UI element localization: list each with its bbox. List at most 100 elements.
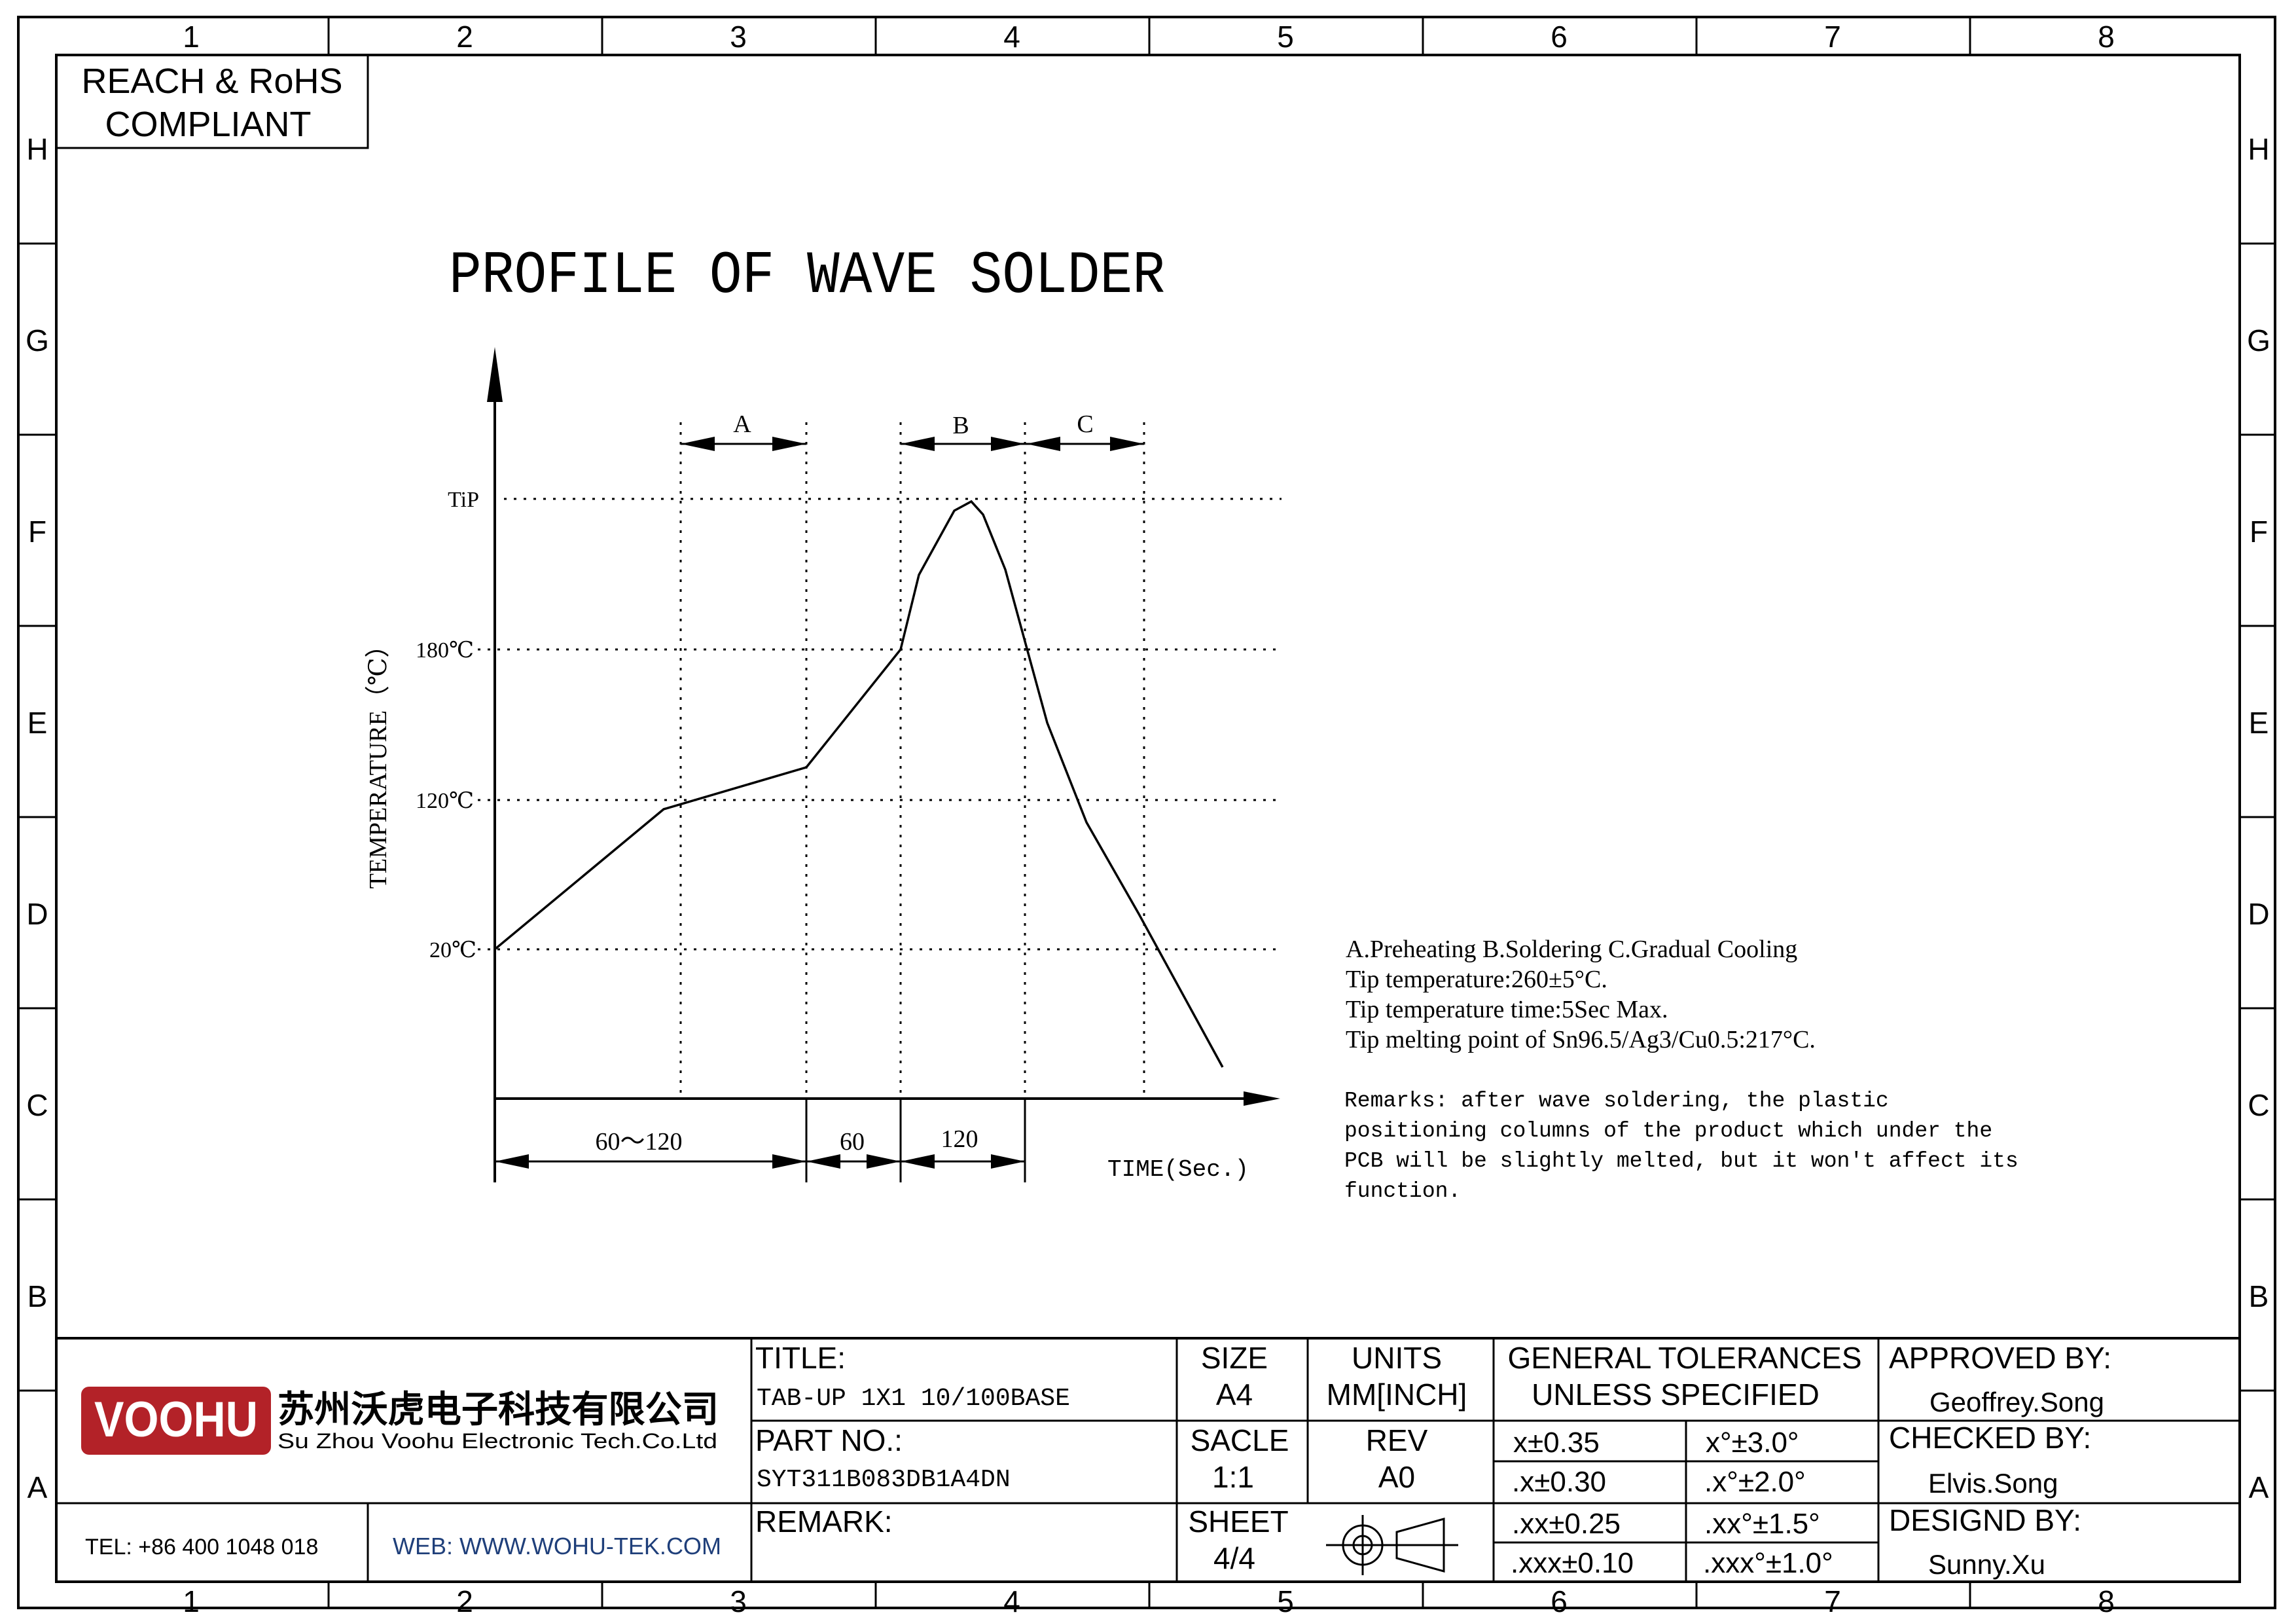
column-label: 1 <box>183 1584 200 1618</box>
approvals: APPROVED BY: Geoffrey.Song CHECKED BY: E… <box>1889 1341 2111 1580</box>
row-label: H <box>2248 132 2269 166</box>
zone-labels: A B C <box>733 410 1093 439</box>
time-span-label: 60～120 <box>595 1128 682 1156</box>
temperature-guide-lines <box>478 498 1282 951</box>
note-line: Tip temperature time:5Sec Max. <box>1346 996 1668 1023</box>
company-web[interactable]: WEB: WWW.WOHU-TEK.COM <box>393 1533 721 1559</box>
linear-tolerance: .xxx±0.10 <box>1511 1547 1634 1579</box>
part-number-label: PART NO.: <box>755 1423 903 1457</box>
time-span-dimensions <box>495 1099 1026 1182</box>
time-span-labels: 60～120 60 120 <box>595 1125 978 1156</box>
row-label: C <box>2248 1088 2269 1122</box>
top-column-labels: 1 2 3 4 5 6 7 8 <box>183 20 2115 54</box>
remarks: Remarks: after wave soldering, the plast… <box>1344 1089 2018 1203</box>
approved-by-label: APPROVED BY: <box>1889 1341 2111 1375</box>
column-label: 7 <box>1824 1584 1841 1618</box>
column-label: 5 <box>1277 1584 1294 1618</box>
wave-solder-profile: TiP 180℃ 120℃ 20℃ TEMPERATURE（℃） TIME(Se… <box>365 347 1282 1183</box>
time-span-label: 120 <box>941 1125 978 1153</box>
checked-by-label: CHECKED BY: <box>1889 1421 2091 1455</box>
general-tolerances: GENERAL TOLERANCES UNLESS SPECIFIED x±0.… <box>1507 1341 1861 1579</box>
column-label: 4 <box>1003 20 1020 54</box>
column-label: 3 <box>730 1584 747 1618</box>
row-label: H <box>26 132 48 166</box>
compliance-line-1: REACH & RoHS <box>81 62 342 101</box>
row-label: F <box>28 515 46 549</box>
angular-tolerance: .x°±2.0° <box>1704 1466 1806 1498</box>
note-line: Tip temperature:260±5°C. <box>1346 966 1607 993</box>
temp-level-label: 180℃ <box>416 638 474 663</box>
temperature-labels: TiP 180℃ 120℃ 20℃ <box>416 488 479 962</box>
sheet-value: 4/4 <box>1213 1541 1255 1575</box>
zone-label-a: A <box>733 410 751 438</box>
temperature-curve <box>493 500 1224 1068</box>
temp-level-label: 120℃ <box>416 789 474 813</box>
zone-guide-lines <box>679 422 1145 1099</box>
column-label: 6 <box>1551 20 1568 54</box>
x-axis-arrowhead <box>1244 1091 1280 1106</box>
remark-line: PCB will be slightly melted, but it won'… <box>1344 1149 2018 1173</box>
linear-tolerance: x±0.35 <box>1513 1427 1600 1459</box>
company-name-en: Su Zhou Voohu Electronic Tech.Co.Ltd <box>278 1429 717 1453</box>
row-label: B <box>27 1279 48 1313</box>
column-label: 2 <box>456 1584 473 1618</box>
row-label: F <box>2250 515 2268 549</box>
units-value: MM[INCH] <box>1327 1377 1467 1412</box>
row-label: A <box>27 1470 48 1504</box>
rev-label: REV <box>1366 1423 1428 1457</box>
remark-label: REMARK: <box>755 1504 893 1539</box>
remark-line: function. <box>1344 1179 1461 1203</box>
y-axis-label: TEMPERATURE（℃） <box>365 633 392 889</box>
size-label: SIZE <box>1201 1341 1268 1375</box>
part-number-value: SYT311B083DB1A4DN <box>757 1466 1011 1494</box>
designed-by-label: DESIGND BY: <box>1889 1503 2081 1537</box>
column-label: 1 <box>183 20 200 54</box>
title-block-grid <box>56 1337 2240 1582</box>
row-label: A <box>2249 1470 2269 1504</box>
sheet-frame <box>17 16 2276 1609</box>
angular-tolerance: x°±3.0° <box>1706 1427 1799 1459</box>
angular-tolerance: .xxx°±1.0° <box>1703 1547 1833 1579</box>
company-tel: TEL: +86 400 1048 018 <box>85 1535 318 1559</box>
note-line: Tip melting point of Sn96.5/Ag3/Cu0.5:21… <box>1346 1026 1816 1053</box>
temp-level-label: 20℃ <box>429 938 476 962</box>
scale-label: SACLE <box>1191 1423 1289 1457</box>
diagram-title: PROFILE OF WAVE SOLDER <box>449 242 1165 310</box>
row-label: D <box>2248 897 2269 931</box>
remark-line: Remarks: after wave soldering, the plast… <box>1344 1089 1889 1113</box>
column-label: 6 <box>1551 1584 1568 1618</box>
company-logo: VOOHU <box>81 1387 271 1455</box>
linear-tolerance: .xx±0.25 <box>1512 1508 1621 1540</box>
bottom-column-labels: 1 2 3 4 5 6 7 8 <box>183 1584 2115 1618</box>
company-name-cn: 苏州沃虎电子科技有限公司 <box>278 1389 719 1430</box>
row-label: E <box>2249 706 2269 740</box>
column-label: 7 <box>1824 20 1841 54</box>
row-label: G <box>26 323 49 357</box>
third-angle-projection-icon <box>1326 1515 1458 1575</box>
remark-line: positioning columns of the product which… <box>1344 1119 1992 1143</box>
drawing-specs: SIZE A4 UNITS MM[INCH] SACLE 1:1 REV A0 … <box>1188 1341 1467 1575</box>
column-label: 2 <box>456 20 473 54</box>
column-label: 8 <box>2098 1584 2115 1618</box>
title-value: TAB-UP 1X1 10/100BASE <box>757 1385 1070 1413</box>
row-label: D <box>26 897 48 931</box>
compliance-line-2: COMPLIANT <box>105 105 311 144</box>
row-label: E <box>27 706 48 740</box>
sheet-label: SHEET <box>1188 1504 1288 1539</box>
x-axis-label: TIME(Sec.) <box>1107 1156 1249 1183</box>
approved-by-value: Geoffrey.Song <box>1929 1387 2104 1417</box>
y-axis-arrowhead <box>487 347 503 402</box>
process-notes: A.Preheating B.Soldering C.Gradual Cooli… <box>1346 936 1816 1053</box>
compliance-badge: REACH & RoHS COMPLIANT <box>56 55 369 149</box>
scale-value: 1:1 <box>1212 1460 1254 1494</box>
note-line: A.Preheating B.Soldering C.Gradual Cooli… <box>1346 936 1797 963</box>
checked-by-value: Elvis.Song <box>1928 1468 2058 1499</box>
zone-arrows <box>681 437 1144 451</box>
row-label: C <box>26 1088 48 1122</box>
time-span-label: 60 <box>840 1128 865 1156</box>
angular-tolerance: .xx°±1.5° <box>1704 1508 1820 1540</box>
column-label: 5 <box>1277 20 1294 54</box>
linear-tolerance: .x±0.30 <box>1512 1466 1606 1498</box>
designed-by-value: Sunny.Xu <box>1928 1549 2045 1580</box>
